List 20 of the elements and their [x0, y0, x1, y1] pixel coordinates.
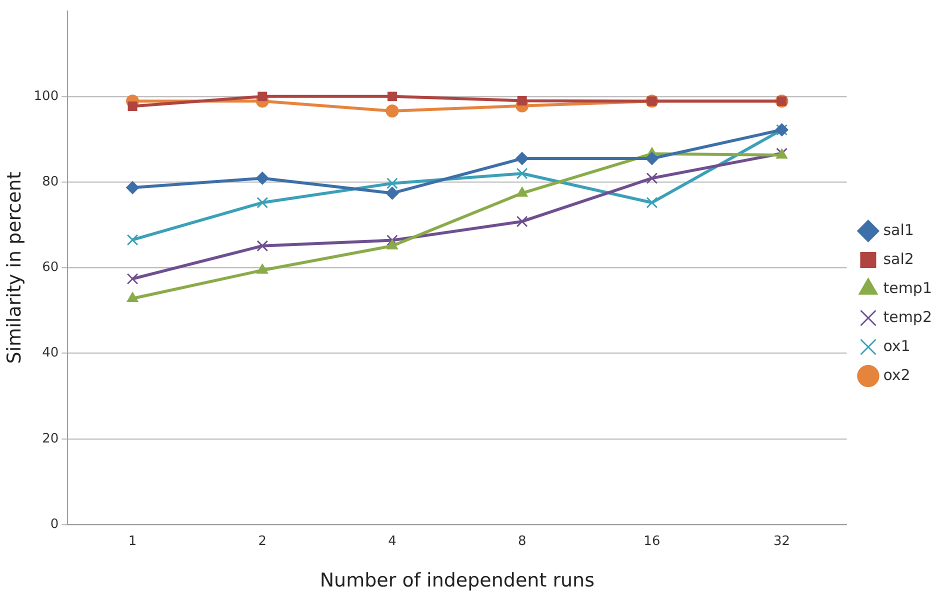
legend-label: ox1 — [883, 336, 910, 355]
y-tick-label: 100 — [34, 88, 59, 104]
y-tick-label: 60 — [42, 260, 59, 276]
x-axis-title: Number of independent runs — [320, 570, 594, 592]
x-tick-label: 2 — [258, 534, 267, 549]
legend-label: temp1 — [883, 278, 932, 297]
legend-label: sal1 — [883, 220, 914, 239]
x-tick-label: 32 — [774, 534, 790, 549]
legend-label: temp2 — [883, 308, 932, 326]
x-tick-label: 1 — [128, 534, 137, 549]
y-axis-title: Similarity in percent — [3, 172, 26, 364]
legend-label: ox2 — [883, 366, 910, 384]
x-tick-label: 8 — [518, 534, 526, 549]
y-tick-label: 20 — [42, 431, 59, 446]
y-tick-label: 0 — [50, 516, 59, 532]
x-tick-label: 4 — [388, 534, 396, 549]
y-tick-label: 40 — [42, 346, 59, 361]
x-tick-label: 16 — [644, 534, 660, 549]
legend-label: sal2 — [883, 250, 914, 268]
y-tick-label: 80 — [42, 174, 59, 190]
